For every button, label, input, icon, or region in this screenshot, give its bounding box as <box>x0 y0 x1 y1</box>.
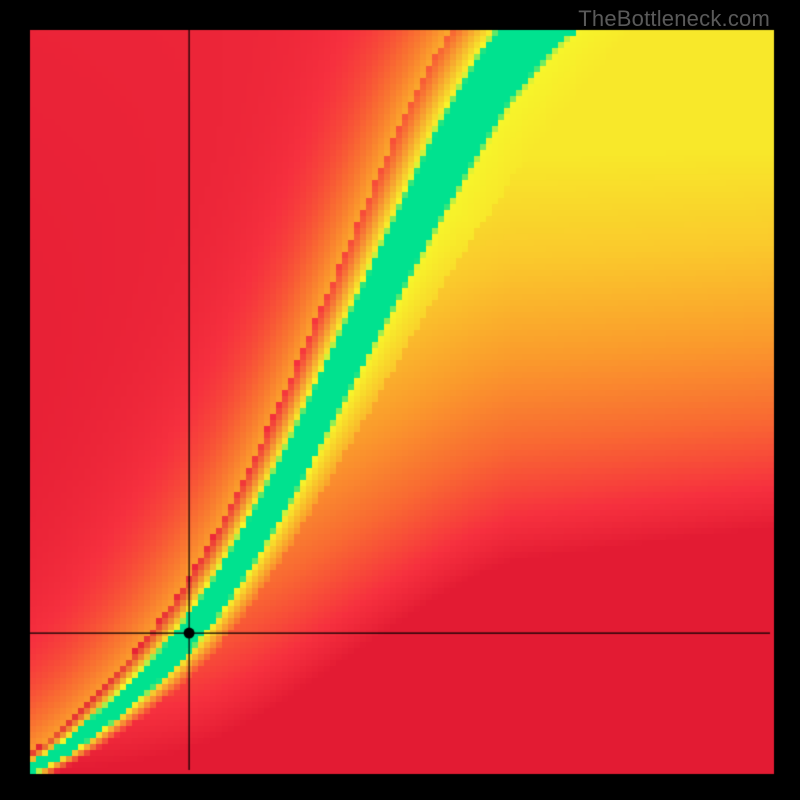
bottleneck-heatmap <box>0 0 800 800</box>
chart-container: TheBottleneck.com <box>0 0 800 800</box>
watermark-label: TheBottleneck.com <box>578 6 770 32</box>
